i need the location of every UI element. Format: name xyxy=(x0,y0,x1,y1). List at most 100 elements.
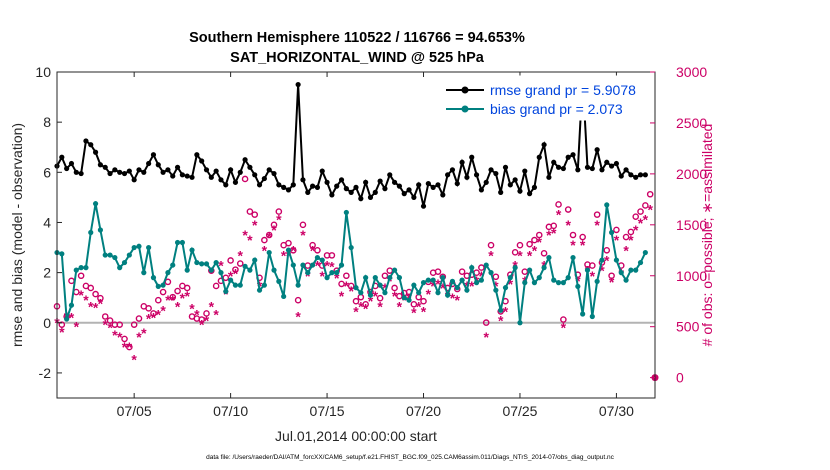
rmse-series-point xyxy=(560,165,566,172)
rmse-series-point xyxy=(170,173,176,179)
obs-assimilated-point: * xyxy=(165,292,171,308)
obs-possible-point xyxy=(492,273,500,281)
obs-possible-point xyxy=(343,272,350,280)
rmse-series-point xyxy=(88,142,94,148)
obs-possible-point xyxy=(314,246,321,254)
rmse-series-point xyxy=(637,172,644,178)
legend-rmse-marker xyxy=(461,86,469,94)
obs-possible-point xyxy=(261,236,268,244)
rmse-series-point xyxy=(271,170,277,177)
bias-series-point xyxy=(121,259,128,266)
rmse-series-point xyxy=(599,167,605,173)
legend-bias-label: bias grand pr = 2.073 xyxy=(490,101,623,117)
bias-series-point xyxy=(338,262,345,268)
rmse-series-point xyxy=(464,174,470,180)
obs-assimilated-point: * xyxy=(151,310,157,326)
obs-possible-point xyxy=(135,315,143,322)
chart-title-line-1: Southern Hemisphere 110522 / 116766 = 94… xyxy=(189,30,525,46)
bias-series-point xyxy=(367,292,374,298)
obs-possible-point xyxy=(550,222,558,230)
obs-assimilated-point: * xyxy=(628,232,634,248)
obs-assimilated-point: * xyxy=(122,339,128,355)
rmse-series-point xyxy=(300,177,306,183)
rmse-series-point xyxy=(309,183,316,189)
bias-series-point xyxy=(102,252,108,258)
obs-possible-point xyxy=(391,284,398,292)
bias-series-point xyxy=(324,275,330,281)
bias-series-point xyxy=(117,265,123,271)
legend-rmse-label: rmse grand pr = 5.9078 xyxy=(490,82,636,98)
obs-assimilated-point: * xyxy=(233,266,239,282)
obs-assimilated-point: * xyxy=(180,290,186,306)
obs-possible-point xyxy=(482,319,490,326)
rmse-series-point xyxy=(59,154,65,160)
legend: rmse grand pr = 5.9078 bias grand pr = 2… xyxy=(437,75,653,121)
obs-possible-point xyxy=(121,335,128,343)
obs-assimilated-point: * xyxy=(281,247,287,263)
bias-series-point xyxy=(599,257,605,263)
obs-assimilated-point: * xyxy=(599,263,605,279)
obs-assimilated-point: * xyxy=(107,320,113,336)
rmse-series-point xyxy=(541,142,547,148)
bias-series-point xyxy=(580,311,586,317)
rmse-series-point xyxy=(396,183,403,189)
bias-series-point xyxy=(232,282,239,288)
rmse-series-point xyxy=(281,184,287,190)
obs-possible-point xyxy=(535,231,543,239)
obs-possible-point xyxy=(212,282,220,290)
obs-assimilated-point: * xyxy=(324,258,330,274)
obs-possible-point xyxy=(608,272,615,280)
obs-possible-point xyxy=(560,316,567,323)
rmse-series-point xyxy=(536,154,542,160)
obs-assimilated-point: * xyxy=(503,303,509,319)
bias-series-point xyxy=(512,265,518,271)
y-tick-label-right: 2500 xyxy=(676,115,707,131)
y-tick-label-right: 2000 xyxy=(676,166,707,182)
rmse-series-point xyxy=(112,167,118,173)
rmse-series-point xyxy=(334,183,340,189)
obs-assimilated-point: * xyxy=(271,222,277,238)
bias-series-point xyxy=(396,275,403,281)
bias-series-point xyxy=(309,262,316,268)
obs-possible-point xyxy=(101,313,109,320)
bias-series-point xyxy=(483,262,489,268)
rmse-series-point xyxy=(445,172,451,178)
obs-assimilated-point: * xyxy=(266,229,272,245)
bias-series-point xyxy=(252,257,258,263)
bias-series-point xyxy=(256,287,263,293)
obs-possible-point xyxy=(642,202,649,209)
rmse-series-point xyxy=(92,149,99,155)
rmse-series-point xyxy=(401,191,407,197)
rmse-series-point xyxy=(285,187,292,193)
bias-series-point xyxy=(391,267,398,273)
bias-series-point xyxy=(570,254,576,261)
obs-possible-point xyxy=(511,249,519,256)
rmse-series-point xyxy=(107,170,113,177)
rmse-series-point xyxy=(608,163,615,169)
bias-series-point xyxy=(184,267,190,273)
bias-series-point xyxy=(228,277,234,283)
bias-series-point xyxy=(97,227,104,233)
obs-possible-point xyxy=(183,284,191,292)
bias-series-point xyxy=(445,292,451,298)
bias-series-point xyxy=(247,267,253,273)
obs-assimilated-point: * xyxy=(488,247,494,263)
rmse-series-point xyxy=(295,81,301,88)
rmse-series-point xyxy=(488,167,494,173)
rmse-series-point xyxy=(329,192,335,198)
obs-assimilated-point: * xyxy=(184,288,190,304)
obs-assimilated-point: * xyxy=(517,247,523,263)
bias-series-point xyxy=(527,267,533,273)
rmse-series-point xyxy=(570,152,576,158)
axes-box xyxy=(56,71,656,399)
bias-series-point xyxy=(642,249,648,256)
obs-possible-point xyxy=(270,221,278,229)
obs-possible-point xyxy=(632,213,640,220)
bias-series-point xyxy=(112,254,118,261)
legend-box xyxy=(437,75,653,121)
plot-area xyxy=(57,72,655,398)
obs-assimilated-point: * xyxy=(353,303,359,319)
obs-assimilated-point: * xyxy=(334,270,340,286)
obs-possible-point xyxy=(637,208,644,215)
obs-possible-point xyxy=(246,208,254,215)
